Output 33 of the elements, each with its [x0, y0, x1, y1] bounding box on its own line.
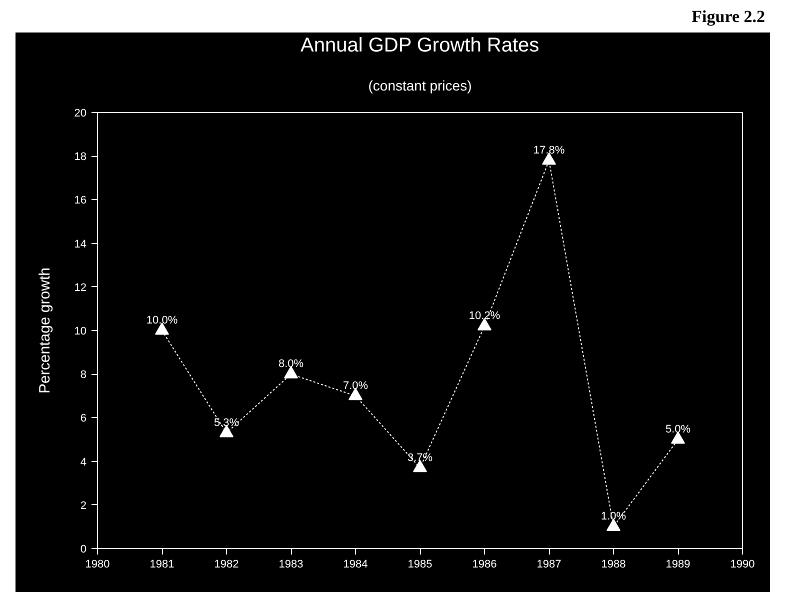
y-tick-label: 8 [80, 369, 87, 382]
y-axis-title: Percentage growth [36, 268, 54, 394]
y-tick-label: 2 [80, 500, 87, 512]
x-tick-label: 1985 [408, 558, 432, 570]
data-label: 17.8% [533, 144, 565, 156]
x-tick-label: 1988 [601, 558, 626, 570]
y-tick-label: 14 [74, 238, 87, 250]
x-tick-label: 1982 [214, 558, 239, 570]
y-tick-label: 4 [80, 456, 87, 468]
y-tick-label: 20 [74, 108, 87, 120]
y-tick-label: 6 [80, 412, 87, 425]
data-label: 10.2% [468, 310, 500, 322]
chart-subtitle: (constant prices) [368, 78, 472, 94]
x-tick-label: 1987 [536, 558, 562, 570]
data-label: 10.0% [146, 314, 178, 326]
x-tick-label: 1990 [730, 558, 755, 570]
x-tick-label: 1983 [278, 558, 304, 570]
y-tick-label: 12 [74, 282, 87, 294]
data-label: 5.0% [665, 424, 691, 436]
caption: Figure 2.2 [692, 6, 765, 28]
x-tick-label: 1986 [472, 558, 497, 570]
y-tick-label: 18 [74, 151, 87, 164]
y-tick-label: 16 [74, 194, 87, 207]
x-tick-label: 1984 [343, 558, 368, 570]
data-label: 8.0% [278, 358, 304, 370]
x-tick-label: 1989 [666, 558, 690, 570]
y-tick-label: 0 [80, 544, 87, 556]
chart-title: Annual GDP Growth Rates [300, 34, 540, 56]
x-tick-label: 1980 [85, 558, 110, 570]
data-label: 5.3% [214, 416, 240, 429]
x-tick-label: 1981 [150, 558, 174, 570]
y-tick-label: 10 [74, 326, 87, 338]
data-label: 7.0% [342, 380, 368, 392]
